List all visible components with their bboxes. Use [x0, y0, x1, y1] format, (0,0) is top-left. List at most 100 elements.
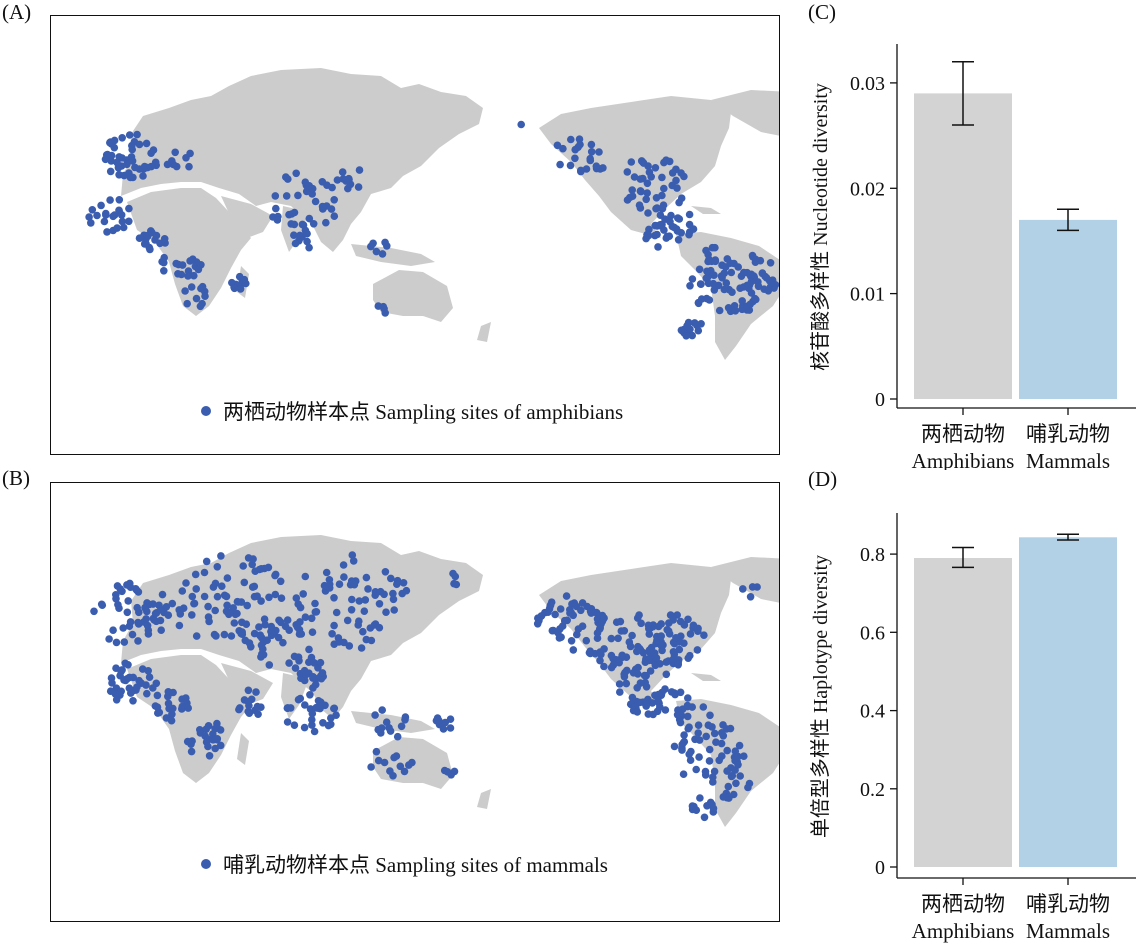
sample-site-dot — [253, 592, 261, 600]
sample-site-dot — [571, 154, 579, 163]
sample-site-dot — [325, 584, 334, 592]
sample-site-dot — [113, 158, 121, 167]
sample-site-dot — [294, 695, 303, 704]
sample-site-dot — [186, 149, 194, 158]
sample-site-dot — [556, 605, 565, 613]
sample-site-dot — [201, 292, 209, 301]
sample-site-dot — [163, 160, 172, 169]
sample-site-dot — [305, 214, 314, 223]
sample-site-dot — [230, 619, 239, 627]
sample-site-dot — [628, 631, 636, 640]
sample-site-dot — [308, 184, 317, 193]
sample-site-dot — [683, 322, 691, 330]
sample-site-dot — [110, 136, 119, 145]
sample-site-dot — [257, 703, 265, 711]
sample-site-dot — [673, 184, 681, 192]
sample-site-dot — [702, 246, 710, 255]
sample-site-dot — [108, 679, 116, 687]
sample-site-dot — [129, 673, 137, 682]
sample-site-dot — [241, 636, 250, 645]
sample-site-dot — [125, 131, 134, 139]
sample-site-dot — [317, 698, 325, 707]
sample-site-dot — [665, 232, 674, 240]
sample-site-dot — [734, 752, 742, 761]
sample-site-dot — [693, 646, 702, 654]
sample-site-dot — [339, 561, 348, 569]
sample-site-dot — [316, 658, 325, 667]
sample-site-dot — [330, 704, 338, 713]
sample-site-dot — [98, 601, 107, 609]
sample-site-dot — [160, 267, 168, 275]
mammal-map-legend: 哺乳动物样本点 Sampling sites of mammals — [201, 849, 608, 879]
sample-site-dot — [749, 253, 757, 261]
sample-site-dot — [190, 599, 198, 608]
sample-site-dot — [355, 166, 364, 174]
sample-site-dot — [265, 661, 274, 669]
land-shape — [477, 789, 491, 809]
sample-site-dot — [452, 580, 461, 589]
sample-site-dot — [339, 175, 348, 183]
sample-site-dot — [672, 176, 680, 185]
sample-site-dot — [211, 724, 219, 733]
sample-site-dot — [305, 645, 313, 654]
sample-site-dot — [662, 670, 671, 679]
sample-site-dot — [295, 630, 304, 638]
amphibian-map-panel: 两栖动物样本点 Sampling sites of amphibians — [50, 15, 780, 455]
sample-site-dot — [282, 192, 291, 200]
sample-site-dot — [308, 709, 317, 718]
sample-site-dot — [222, 592, 231, 601]
sample-site-dot — [559, 144, 567, 153]
sample-site-dot — [657, 641, 665, 650]
sample-site-dot — [311, 680, 320, 689]
sample-site-dot — [677, 326, 686, 335]
sample-site-dot — [183, 299, 191, 308]
sample-site-dot — [308, 721, 316, 729]
sample-site-dot — [184, 272, 192, 280]
sample-site-dot — [695, 265, 704, 274]
sample-site-dot — [381, 568, 390, 576]
sample-site-dot — [646, 667, 655, 675]
sample-site-dot — [626, 700, 635, 708]
sample-site-dot — [318, 202, 327, 211]
y-tick-label: 0.4 — [860, 701, 885, 723]
sample-site-dot — [204, 722, 213, 730]
sample-site-dot — [233, 609, 241, 618]
sample-site-dot — [348, 551, 357, 559]
sample-site-dot — [245, 709, 254, 717]
sample-site-dot — [675, 645, 684, 654]
sample-site-dot — [593, 609, 601, 617]
sample-site-dot — [345, 174, 353, 183]
sample-site-dot — [260, 615, 269, 623]
sample-site-dot — [380, 758, 389, 767]
sample-site-dot — [149, 600, 157, 608]
sample-site-dot — [330, 196, 339, 204]
sample-site-dot — [656, 703, 664, 711]
sample-site-dot — [335, 580, 344, 588]
sample-site-dot — [291, 664, 300, 672]
sample-site-dot — [354, 183, 363, 191]
sample-site-dot — [330, 621, 338, 630]
y-axis-label: 单倍型多样性 Haplotype diversity — [809, 555, 832, 838]
sample-site-dot — [144, 626, 153, 634]
sample-site-dot — [178, 587, 187, 595]
sample-site-dot — [279, 638, 287, 647]
sample-site-dot — [124, 661, 132, 669]
sample-site-dot — [244, 698, 252, 706]
sample-site-dot — [641, 658, 650, 666]
sample-site-dot — [710, 729, 719, 738]
sample-site-dot — [723, 767, 731, 775]
sample-site-dot — [188, 592, 197, 601]
sample-site-dot — [168, 599, 177, 608]
sample-site-dot — [204, 602, 212, 611]
sample-site-dot — [668, 169, 677, 177]
sample-site-dot — [658, 191, 666, 200]
sample-site-dot — [617, 627, 626, 635]
sample-site-dot — [449, 569, 457, 578]
sample-site-dot — [751, 294, 759, 303]
land-shape — [121, 68, 483, 252]
sample-site-dot — [718, 261, 726, 269]
sample-site-dot — [128, 157, 137, 165]
sample-site-dot — [139, 172, 147, 180]
sample-site-dot — [727, 268, 736, 277]
sample-site-dot — [704, 721, 713, 729]
